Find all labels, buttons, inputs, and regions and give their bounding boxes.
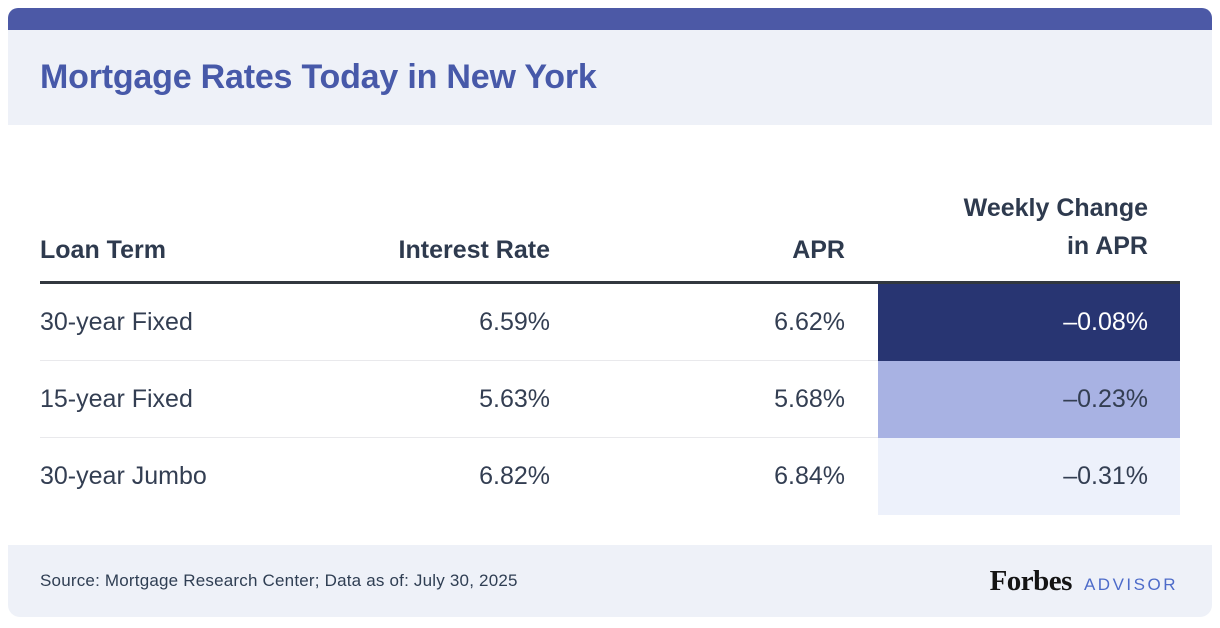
- column-header-loan-term: Loan Term: [40, 170, 320, 284]
- weekly-change-header-line1: Weekly Change: [963, 194, 1148, 222]
- interest-rate-cell: 6.59%: [320, 284, 550, 361]
- forbes-wordmark: Forbes: [989, 564, 1073, 597]
- column-header-apr: APR: [550, 170, 878, 284]
- loan-term-cell: 30-year Jumbo: [40, 462, 207, 490]
- source-note: Source: Mortgage Research Center; Data a…: [40, 571, 518, 590]
- page-title: Mortgage Rates Today in New York: [40, 58, 597, 96]
- advisor-wordmark: ADVISOR: [1083, 574, 1178, 594]
- weekly-change-header-line2: in APR: [1066, 231, 1148, 260]
- footer-banner: Source: Mortgage Research Center; Data a…: [8, 545, 1212, 617]
- loan-term-cell: 15-year Fixed: [40, 361, 320, 438]
- top-accent-bar: [8, 8, 1212, 30]
- apr-cell: 6.84%: [774, 462, 845, 490]
- forbes-advisor-logo: Forbes ADVISOR: [990, 565, 1178, 598]
- weekly-change-cell: –0.08%: [878, 284, 1180, 361]
- interest-rate-cell: 5.63%: [320, 361, 550, 438]
- interest-rate-cell: 6.82%: [479, 462, 550, 490]
- column-header-interest-rate: Interest Rate: [320, 170, 550, 284]
- weekly-change-cell: –0.23%: [878, 361, 1180, 438]
- title-banner: Mortgage Rates Today in New York: [8, 30, 1212, 125]
- loan-term-cell: 30-year Fixed: [40, 284, 320, 361]
- apr-cell: 5.68%: [550, 361, 878, 438]
- apr-cell: 6.62%: [550, 284, 878, 361]
- rates-table: Loan Term Interest Rate APR Weekly Chang…: [40, 170, 1180, 515]
- column-header-weekly-change: Weekly Change in APR: [878, 170, 1180, 284]
- weekly-change-cell: –0.31%: [878, 438, 1180, 515]
